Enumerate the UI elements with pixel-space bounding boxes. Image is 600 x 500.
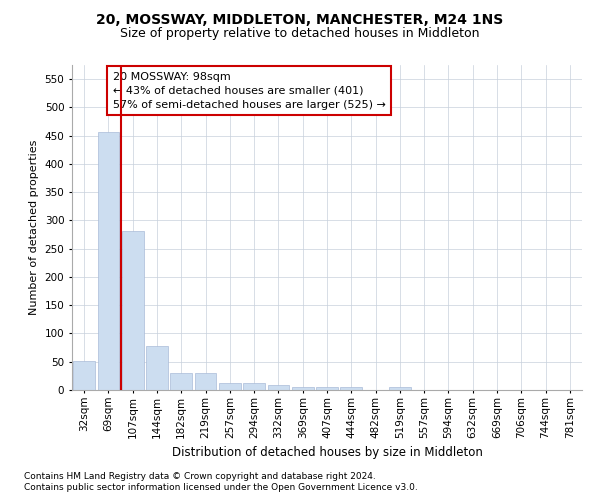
Bar	[292, 387, 314, 390]
Text: Size of property relative to detached houses in Middleton: Size of property relative to detached ho…	[120, 28, 480, 40]
Bar	[194, 373, 217, 390]
Bar	[219, 383, 241, 390]
Bar	[146, 346, 168, 390]
X-axis label: Distribution of detached houses by size in Middleton: Distribution of detached houses by size …	[172, 446, 482, 459]
Bar	[243, 383, 265, 390]
Bar	[389, 387, 411, 390]
Bar	[73, 360, 95, 390]
Bar	[340, 386, 362, 390]
Text: 20 MOSSWAY: 98sqm
← 43% of detached houses are smaller (401)
57% of semi-detache: 20 MOSSWAY: 98sqm ← 43% of detached hous…	[113, 72, 386, 110]
Bar	[268, 385, 289, 390]
Y-axis label: Number of detached properties: Number of detached properties	[29, 140, 39, 315]
Text: Contains public sector information licensed under the Open Government Licence v3: Contains public sector information licen…	[24, 484, 418, 492]
Bar	[170, 373, 192, 390]
Bar	[97, 132, 119, 390]
Bar	[316, 387, 338, 390]
Text: Contains HM Land Registry data © Crown copyright and database right 2024.: Contains HM Land Registry data © Crown c…	[24, 472, 376, 481]
Text: 20, MOSSWAY, MIDDLETON, MANCHESTER, M24 1NS: 20, MOSSWAY, MIDDLETON, MANCHESTER, M24 …	[97, 12, 503, 26]
Bar	[122, 230, 143, 390]
